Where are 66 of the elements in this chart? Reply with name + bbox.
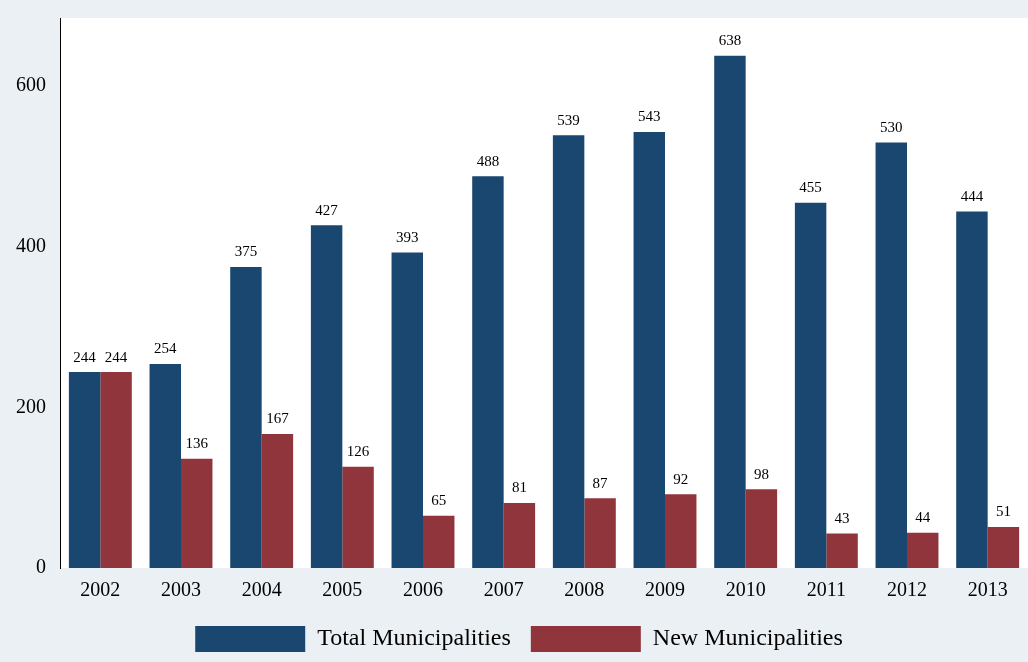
- data-label: 638: [718, 32, 742, 49]
- data-label: 126: [346, 443, 370, 460]
- x-tick-label: 2011: [806, 578, 846, 601]
- bar: [503, 502, 536, 568]
- x-tick-label: 2012: [887, 578, 927, 601]
- x-tick-label: 2007: [483, 578, 524, 601]
- data-label: 81: [511, 479, 527, 496]
- data-label: 254: [154, 340, 178, 357]
- x-tick-label: 2006: [403, 578, 443, 601]
- bar: [745, 489, 778, 568]
- bar: [391, 252, 423, 568]
- x-tick-label: 2002: [80, 578, 121, 601]
- y-tick-label: 600: [16, 73, 46, 96]
- legend-label: New Municipalities: [652, 624, 843, 651]
- bar: [552, 135, 585, 568]
- bar: [794, 202, 827, 568]
- bar: [310, 225, 343, 568]
- bar: [181, 458, 213, 568]
- data-label: 244: [104, 348, 128, 365]
- x-tick-label: 2003: [161, 578, 201, 601]
- x-tick-label: 2010: [725, 578, 766, 601]
- data-label: 98: [753, 465, 769, 482]
- data-label: 543: [638, 108, 661, 125]
- data-label: 44: [915, 509, 931, 526]
- bar: [633, 132, 665, 568]
- bar: [826, 533, 858, 568]
- data-label: 488: [476, 152, 500, 169]
- data-label: 427: [315, 201, 339, 218]
- bar: [714, 55, 746, 568]
- data-label: 65: [431, 492, 447, 509]
- bar: [584, 498, 616, 568]
- data-label: 51: [995, 503, 1011, 520]
- bar: [423, 515, 455, 568]
- data-label: 167: [266, 410, 290, 427]
- legend-label: Total Municipalities: [317, 624, 511, 651]
- bar: [100, 372, 132, 568]
- data-label: 530: [880, 118, 903, 135]
- y-tick-label: 400: [16, 234, 46, 257]
- bar: [956, 211, 988, 568]
- x-tick-label: 2005: [322, 578, 363, 601]
- data-label: 136: [185, 435, 209, 452]
- x-tick-label: 2008: [564, 578, 605, 601]
- bar: [68, 372, 101, 568]
- bar: [907, 532, 939, 568]
- bar: [342, 466, 374, 568]
- data-label: 393: [396, 228, 419, 245]
- bar: [987, 527, 1020, 568]
- y-tick-label: 0: [36, 555, 46, 578]
- y-tick-label: 200: [16, 394, 46, 417]
- data-label: 375: [234, 243, 258, 260]
- data-label: 92: [673, 470, 689, 487]
- x-tick-label: 2013: [967, 578, 1008, 601]
- bar: [472, 176, 504, 568]
- data-label: 455: [799, 179, 822, 196]
- data-label: 444: [960, 187, 984, 204]
- bar: [261, 433, 294, 568]
- bar: [149, 364, 181, 568]
- data-label: 539: [557, 111, 580, 128]
- data-label: 43: [834, 509, 850, 526]
- data-label: 244: [73, 348, 97, 365]
- data-label: 87: [592, 474, 609, 491]
- bar: [875, 142, 907, 568]
- x-tick-label: 2004: [241, 578, 282, 601]
- x-tick-label: 2009: [645, 578, 685, 601]
- bar: [230, 266, 262, 568]
- bar: [665, 494, 697, 568]
